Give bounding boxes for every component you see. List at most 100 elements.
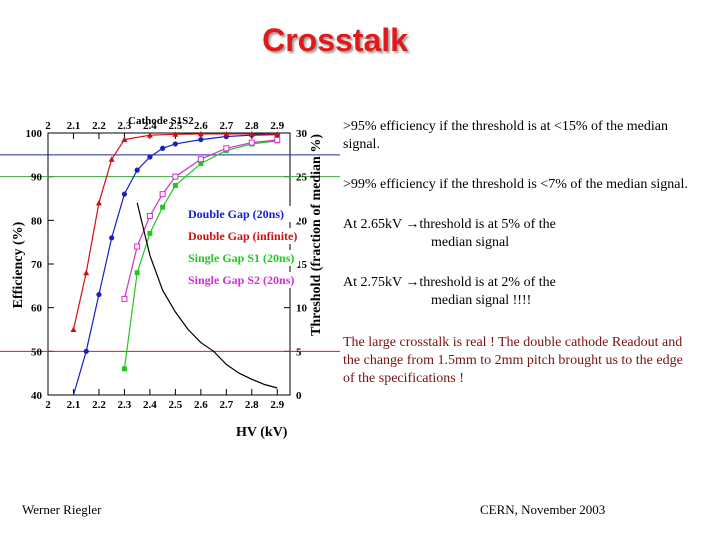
data-point: [159, 191, 166, 198]
y-left-tick-label: 80: [31, 215, 43, 227]
data-point: [134, 270, 140, 276]
bullet-3-continuation: median signal: [431, 235, 510, 250]
x-tick-label: 2.3: [118, 399, 132, 411]
x-tick-label-top: 2: [45, 120, 51, 132]
y-left-tick-label: 40: [31, 390, 43, 402]
y-right-tick-label: 0: [296, 390, 302, 402]
bullet-4-rest: threshold is at 2% of the: [419, 275, 556, 290]
y-left-tick-label: 90: [31, 172, 43, 184]
data-point: [134, 243, 141, 250]
data-point: [172, 141, 178, 147]
y-right-tick-label: 30: [296, 128, 308, 140]
bullet-3-rest: threshold is at 5% of the: [419, 217, 556, 232]
x-tick-label: 2.7: [219, 399, 233, 411]
bullet-4: At 2.75kV →threshold is at 2% of the med…: [343, 274, 693, 310]
data-point: [197, 156, 204, 163]
data-point: [95, 199, 102, 206]
data-point: [83, 269, 90, 276]
data-point: [248, 139, 255, 146]
bullet-1: >95% efficiency if the threshold is at <…: [343, 119, 668, 152]
footer-venue: CERN, November 2003: [480, 502, 606, 517]
x-tick-label: 2.9: [270, 399, 284, 411]
data-point: [147, 154, 153, 160]
x-tick-label-top: 2.5: [168, 120, 182, 132]
bullet-4-text: At 2.75kV: [343, 275, 406, 290]
data-point: [121, 295, 128, 302]
x-tick-label-top: 2.3: [118, 120, 132, 132]
bullet-list: >95% efficiency if the threshold is at <…: [343, 118, 693, 388]
data-point: [83, 348, 89, 354]
reference-lines: [0, 154, 340, 352]
data-point: [121, 136, 128, 143]
series-line: [136, 202, 278, 389]
arrow-icon: →: [405, 275, 420, 290]
data-point: [70, 326, 77, 332]
bullet-4-continuation: median signal !!!!: [431, 293, 532, 308]
tick-labels: 2 2 2.1 2.1 2.2 2.2 2.3 2.3 2.4 2.4 2.5 2.5 2.6 2.6 2.…: [26, 120, 308, 411]
x-tick-label: 2: [45, 399, 51, 411]
x-tick-label: 2.8: [245, 399, 259, 411]
legend-entry: Double Gap (infinite): [188, 229, 297, 243]
data-point: [197, 130, 204, 137]
data-point: [96, 291, 102, 298]
x-tick-label-top: 2.2: [92, 120, 106, 132]
data-point: [248, 130, 255, 137]
y-right-tick-label: 10: [296, 303, 308, 315]
bullet-2: >99% efficiency if the threshold is <7% …: [343, 177, 688, 192]
data-point: [160, 145, 166, 151]
legend-bg: [185, 206, 299, 222]
x-tick-label: 2.1: [67, 399, 81, 411]
y-left-tick-label: 100: [26, 128, 43, 140]
footer-author: Werner Riegler: [22, 502, 102, 517]
data-point: [108, 156, 115, 162]
y-right-label: Threshold (fraction of median %): [309, 134, 324, 336]
y-left-tick-label: 60: [31, 303, 43, 315]
data-point: [274, 136, 281, 143]
x-tick-label: 2.4: [143, 399, 157, 411]
x-tick-label: 2.2: [92, 399, 106, 411]
x-tick-label-top: 2.9: [270, 120, 284, 132]
x-axis-label: HV (kV): [236, 425, 288, 440]
legend-entry: Double Gap (20ns): [188, 207, 284, 221]
y-right-tick-label: 25: [296, 172, 308, 184]
data-point: [172, 182, 178, 188]
y-left-tick-label: 70: [31, 259, 43, 271]
data-point: [134, 167, 140, 173]
x-tick-label-top: 2.4: [143, 120, 157, 132]
data-point: [172, 173, 179, 180]
slide-title: Crosstalk: [262, 22, 408, 58]
legend-bg: [185, 272, 299, 288]
x-tick-label: 2.6: [194, 399, 208, 411]
top-axis-title: Cathode S1S2: [128, 115, 194, 127]
legend: Double Gap (20ns) Double Gap (infinite) Si…: [185, 206, 299, 288]
data-point: [198, 161, 204, 167]
y-left-label: Efficiency (%): [11, 221, 26, 308]
data-point: [223, 130, 230, 137]
bullet-3: At 2.65kV →threshold is at 5% of the med…: [343, 216, 693, 252]
data-point: [121, 366, 127, 372]
x-tick-label-top: 2.7: [219, 120, 233, 132]
legend-bg: [185, 228, 299, 244]
data-point: [146, 212, 153, 219]
data-point: [198, 136, 204, 143]
legend-bg: [185, 250, 299, 266]
data-point: [223, 145, 230, 152]
series-group: [70, 130, 281, 396]
arrow-icon: →: [405, 217, 420, 232]
y-left-tick-label: 50: [31, 346, 43, 358]
x-tick-label-top: 2.8: [245, 120, 259, 132]
data-point: [146, 132, 153, 138]
x-tick-label: 2.5: [168, 399, 182, 411]
data-point: [121, 191, 128, 197]
bullet-3-text: At 2.65kV: [343, 217, 406, 232]
data-point: [109, 235, 115, 241]
data-point: [172, 131, 179, 137]
data-point: [160, 204, 166, 210]
x-tick-label-top: 2.6: [194, 120, 208, 132]
x-tick-label-top: 2.1: [67, 120, 81, 132]
y-right-tick-label: 20: [296, 215, 308, 227]
crosstalk-chart: 2 2 2.1 2.1 2.2 2.2 2.3 2.3 2.4 2.4 2.5 2.5 2.6 2.6 2.…: [0, 115, 340, 440]
y-right-tick-label: 5: [296, 346, 302, 358]
data-point: [147, 230, 153, 236]
legend-entry: Single Gap S1 (20ns): [188, 251, 294, 265]
